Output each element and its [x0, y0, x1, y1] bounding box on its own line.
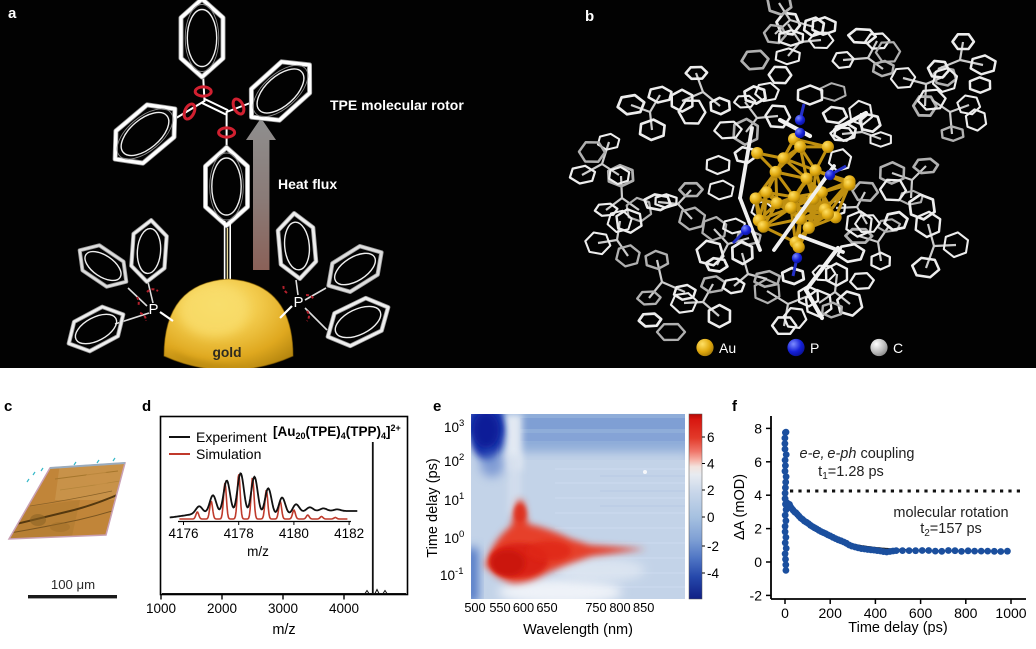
svg-text:TPE molecular rotor: TPE molecular rotor [330, 97, 464, 113]
svg-text:P: P [810, 340, 819, 356]
svg-text:2: 2 [707, 483, 715, 498]
svg-text:Wavelength (nm): Wavelength (nm) [523, 622, 633, 638]
svg-text:ΔA (mOD): ΔA (mOD) [732, 474, 748, 540]
svg-text:[Au20(TPE)4(TPP)4]2+: [Au20(TPE)4(TPP)4]2+ [273, 423, 401, 441]
svg-text:m/z: m/z [247, 544, 269, 559]
svg-text:Heat flux: Heat flux [278, 176, 337, 192]
svg-text:6: 6 [754, 454, 762, 470]
svg-text:c: c [4, 398, 12, 415]
svg-text:650: 650 [536, 600, 557, 615]
svg-text:4180: 4180 [279, 526, 309, 541]
svg-text:e-e, e-ph coupling: e-e, e-ph coupling [800, 446, 915, 462]
svg-text:a: a [8, 5, 17, 22]
svg-text:8: 8 [754, 420, 762, 436]
svg-text:4: 4 [754, 487, 762, 503]
svg-text:1000: 1000 [995, 605, 1026, 621]
svg-text:100 μm: 100 μm [51, 577, 95, 592]
svg-text:Time delay (ps): Time delay (ps) [425, 458, 441, 557]
svg-text:500: 500 [464, 600, 485, 615]
svg-text:f: f [732, 398, 738, 415]
svg-text:t1=1.28 ps: t1=1.28 ps [818, 464, 884, 482]
svg-text:-2: -2 [750, 587, 763, 603]
svg-text:C: C [893, 340, 903, 356]
svg-text:4: 4 [707, 457, 715, 472]
svg-text:750: 750 [585, 600, 606, 615]
svg-text:2: 2 [754, 521, 762, 537]
svg-text:600: 600 [513, 600, 534, 615]
svg-text:850: 850 [633, 600, 654, 615]
svg-text:Experiment: Experiment [196, 429, 267, 445]
svg-text:e: e [433, 398, 441, 415]
svg-text:Simulation: Simulation [196, 446, 261, 462]
svg-text:m/z: m/z [272, 622, 295, 638]
svg-text:800: 800 [954, 605, 978, 621]
svg-text:600: 600 [909, 605, 933, 621]
svg-text:2000: 2000 [207, 601, 237, 616]
svg-text:0: 0 [781, 605, 789, 621]
svg-text:0: 0 [754, 554, 762, 570]
svg-text:4000: 4000 [329, 601, 359, 616]
svg-text:3000: 3000 [268, 601, 298, 616]
svg-text:550: 550 [489, 600, 510, 615]
svg-text:-2: -2 [707, 539, 719, 554]
svg-text:t2=157 ps: t2=157 ps [920, 521, 982, 539]
svg-text:800: 800 [609, 600, 630, 615]
svg-text:b: b [585, 8, 594, 25]
svg-text:d: d [142, 398, 151, 415]
svg-text:gold: gold [212, 345, 241, 360]
svg-text:-4: -4 [707, 566, 719, 581]
svg-text:4182: 4182 [334, 526, 364, 541]
svg-text:P: P [293, 294, 303, 311]
svg-text:4178: 4178 [224, 526, 254, 541]
svg-text:4176: 4176 [168, 526, 198, 541]
svg-text:200: 200 [819, 605, 843, 621]
svg-text:0: 0 [707, 510, 715, 525]
svg-text:Au: Au [719, 340, 736, 356]
svg-text:1000: 1000 [146, 601, 176, 616]
svg-text:Time delay (ps): Time delay (ps) [848, 620, 947, 636]
svg-text:P: P [148, 301, 158, 318]
svg-text:6: 6 [707, 430, 715, 445]
svg-text:400: 400 [864, 605, 888, 621]
svg-text:molecular rotation: molecular rotation [893, 505, 1008, 521]
